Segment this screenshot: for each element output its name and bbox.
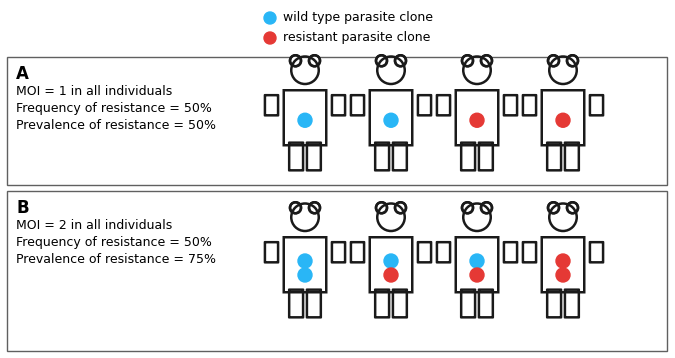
Bar <box>575 97 584 114</box>
FancyBboxPatch shape <box>591 96 603 114</box>
Bar <box>542 243 551 261</box>
Circle shape <box>376 202 387 213</box>
Bar <box>566 143 578 149</box>
Bar <box>467 83 487 90</box>
Circle shape <box>384 268 398 282</box>
Circle shape <box>548 55 559 66</box>
Circle shape <box>309 202 320 213</box>
Circle shape <box>298 268 312 282</box>
Bar <box>290 290 302 296</box>
Bar <box>284 243 293 261</box>
Circle shape <box>556 254 570 268</box>
Bar <box>308 143 319 149</box>
Circle shape <box>462 202 473 213</box>
Bar <box>489 243 497 261</box>
Bar <box>403 97 412 114</box>
Bar <box>542 97 551 114</box>
Bar <box>553 83 573 90</box>
Circle shape <box>556 268 570 282</box>
Bar <box>549 143 560 149</box>
FancyBboxPatch shape <box>333 243 344 261</box>
Bar <box>308 290 319 296</box>
Text: Prevalence of resistance = 75%: Prevalence of resistance = 75% <box>16 253 216 266</box>
Circle shape <box>384 113 398 127</box>
FancyBboxPatch shape <box>265 96 277 114</box>
Bar <box>371 243 379 261</box>
Bar <box>549 290 560 296</box>
Circle shape <box>298 113 312 127</box>
Circle shape <box>470 254 484 268</box>
Text: MOI = 2 in all individuals: MOI = 2 in all individuals <box>16 219 172 232</box>
Circle shape <box>462 55 473 66</box>
Circle shape <box>470 113 484 127</box>
Text: Frequency of resistance = 50%: Frequency of resistance = 50% <box>16 102 212 115</box>
Bar <box>317 243 326 261</box>
Circle shape <box>309 55 320 66</box>
Bar <box>381 230 401 237</box>
Circle shape <box>376 55 387 66</box>
Bar <box>394 290 406 296</box>
Bar <box>290 143 302 149</box>
Circle shape <box>264 12 276 24</box>
Text: B: B <box>16 199 28 217</box>
FancyBboxPatch shape <box>352 243 364 261</box>
FancyBboxPatch shape <box>352 96 364 114</box>
Bar <box>456 243 465 261</box>
Circle shape <box>395 55 406 66</box>
Bar <box>7 57 667 185</box>
Text: Frequency of resistance = 50%: Frequency of resistance = 50% <box>16 236 212 249</box>
Circle shape <box>567 202 578 213</box>
Circle shape <box>470 268 484 282</box>
FancyBboxPatch shape <box>265 243 277 261</box>
Bar <box>295 83 315 90</box>
FancyBboxPatch shape <box>504 243 516 261</box>
FancyBboxPatch shape <box>523 96 535 114</box>
Bar <box>462 290 474 296</box>
Circle shape <box>264 32 276 44</box>
FancyBboxPatch shape <box>418 243 431 261</box>
Bar <box>480 290 491 296</box>
Bar <box>7 191 667 351</box>
Circle shape <box>481 55 492 66</box>
Bar <box>566 290 578 296</box>
Bar <box>284 97 293 114</box>
Bar <box>377 290 387 296</box>
Circle shape <box>290 55 301 66</box>
Bar <box>575 243 584 261</box>
Bar <box>371 97 379 114</box>
Circle shape <box>548 202 559 213</box>
FancyBboxPatch shape <box>591 243 603 261</box>
FancyBboxPatch shape <box>437 243 450 261</box>
Bar <box>489 97 497 114</box>
Circle shape <box>290 202 301 213</box>
FancyBboxPatch shape <box>333 96 344 114</box>
Bar <box>381 83 401 90</box>
Circle shape <box>481 202 492 213</box>
Bar <box>462 143 474 149</box>
FancyBboxPatch shape <box>418 96 431 114</box>
Text: MOI = 1 in all individuals: MOI = 1 in all individuals <box>16 85 172 98</box>
Circle shape <box>384 254 398 268</box>
Text: Prevalence of resistance = 50%: Prevalence of resistance = 50% <box>16 119 216 132</box>
FancyBboxPatch shape <box>504 96 516 114</box>
Bar <box>295 230 315 237</box>
Circle shape <box>556 113 570 127</box>
Text: A: A <box>16 65 29 83</box>
Text: resistant parasite clone: resistant parasite clone <box>283 32 431 44</box>
Circle shape <box>567 55 578 66</box>
Text: wild type parasite clone: wild type parasite clone <box>283 11 433 24</box>
Circle shape <box>298 254 312 268</box>
Bar <box>467 230 487 237</box>
Circle shape <box>395 202 406 213</box>
Bar <box>317 97 326 114</box>
FancyBboxPatch shape <box>523 243 535 261</box>
Bar <box>394 143 406 149</box>
Bar <box>377 143 387 149</box>
Bar <box>553 230 573 237</box>
Bar <box>456 97 465 114</box>
Bar <box>403 243 412 261</box>
FancyBboxPatch shape <box>437 96 450 114</box>
Bar <box>480 143 491 149</box>
